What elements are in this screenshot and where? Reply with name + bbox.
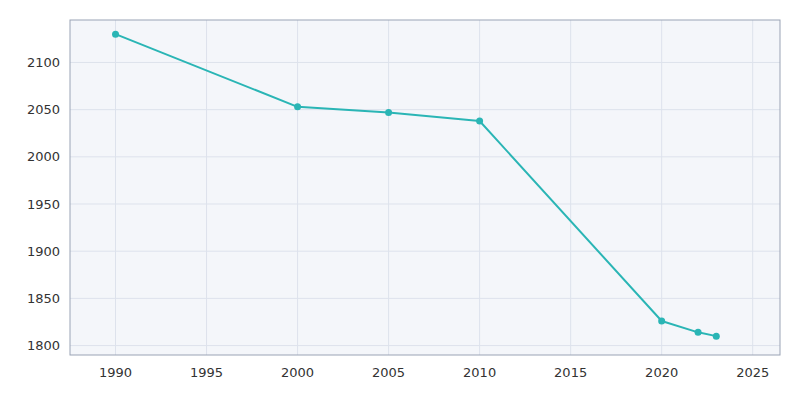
y-tick-label: 1950 bbox=[27, 197, 60, 212]
x-tick-label: 2010 bbox=[463, 365, 496, 380]
grid-line-y bbox=[70, 345, 780, 346]
grid-line-x bbox=[570, 20, 571, 355]
x-tick-label: 2015 bbox=[554, 365, 587, 380]
x-tick-label: 2005 bbox=[372, 365, 405, 380]
x-tick-label: 2000 bbox=[281, 365, 314, 380]
x-tick-label: 1995 bbox=[190, 365, 223, 380]
plot-frame bbox=[70, 20, 780, 355]
plot-background bbox=[70, 20, 780, 355]
y-tick-label: 1900 bbox=[27, 244, 60, 259]
grid-line-x bbox=[752, 20, 753, 355]
grid-line-y bbox=[70, 62, 780, 63]
point bbox=[294, 103, 301, 110]
y-tick-label: 1800 bbox=[27, 338, 60, 353]
point bbox=[476, 117, 483, 124]
y-tick-label: 2100 bbox=[27, 55, 60, 70]
chart-container: 1990 1995 2000 2005 2010 2015 2020 2025 1800 1850… bbox=[0, 0, 800, 400]
grid-line-x bbox=[297, 20, 298, 355]
chart: 1990 1995 2000 2005 2010 2015 2020 2025 1800 1850… bbox=[0, 0, 800, 400]
x-tick-label: 1990 bbox=[99, 365, 132, 380]
point bbox=[713, 333, 720, 340]
grid bbox=[70, 20, 780, 355]
grid-line-y bbox=[70, 204, 780, 205]
grid-line-y bbox=[70, 156, 780, 157]
grid-line-x bbox=[661, 20, 662, 355]
x-tick-label: 2025 bbox=[736, 365, 769, 380]
point bbox=[658, 318, 665, 325]
grid-line-y bbox=[70, 251, 780, 252]
point bbox=[385, 109, 392, 116]
series bbox=[112, 31, 720, 340]
point bbox=[695, 329, 702, 336]
grid-line-x bbox=[479, 20, 480, 355]
point bbox=[112, 31, 119, 38]
grid-line-y bbox=[70, 109, 780, 110]
y-tick-label: 1850 bbox=[27, 291, 60, 306]
tick-labels: 1990 1995 2000 2005 2010 2015 2020 2025 1800 1850… bbox=[27, 55, 769, 380]
line bbox=[116, 34, 717, 336]
y-tick-label: 2000 bbox=[27, 149, 60, 164]
grid-line-x bbox=[115, 20, 116, 355]
x-tick-label: 2020 bbox=[645, 365, 678, 380]
y-tick-label: 2050 bbox=[27, 102, 60, 117]
grid-line-x bbox=[388, 20, 389, 355]
grid-line-y bbox=[70, 298, 780, 299]
